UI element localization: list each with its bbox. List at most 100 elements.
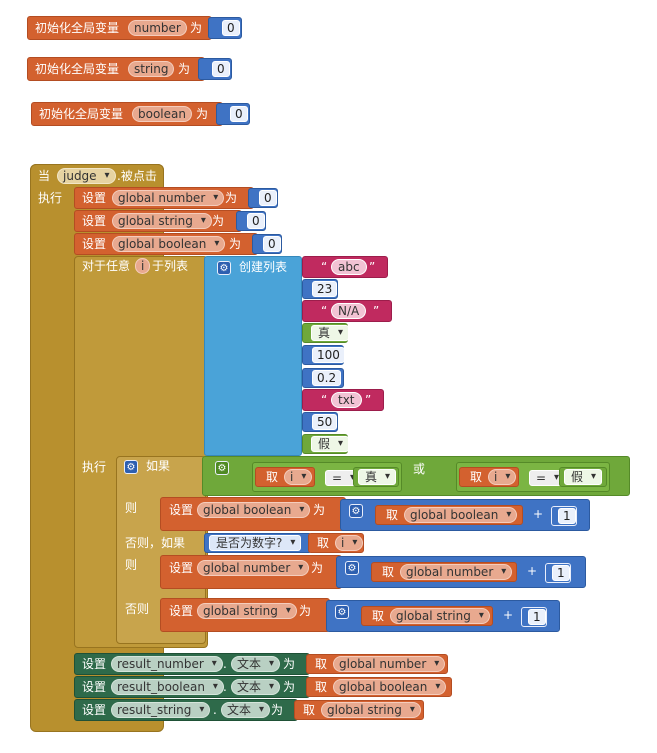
set-global-string-block[interactable]: 设置 global string 为 (160, 598, 330, 632)
set-result-boolean-text-block[interactable]: 设置 result_boolean . 文本 为 (74, 676, 310, 698)
number-block[interactable]: 1 (521, 607, 547, 627)
set-global-boolean-block[interactable]: 设置 global boolean 为 (74, 233, 258, 255)
var-dropdown[interactable]: i (284, 469, 313, 485)
number-block[interactable]: 0 (216, 103, 250, 125)
var-dropdown[interactable]: global string (112, 213, 212, 229)
init-global-number-block[interactable]: 初始化全局变量 number 为 (27, 16, 212, 40)
set-result-number-text-block[interactable]: 设置 result_number . 文本 为 (74, 653, 310, 675)
property-dropdown[interactable]: 文本 (231, 656, 281, 672)
get-var-block[interactable]: 取 global boolean (306, 677, 452, 697)
number-block[interactable]: 100 (302, 345, 345, 365)
text-block-na[interactable]: “ N/A ” (302, 300, 392, 322)
number-block[interactable]: 0 (248, 188, 278, 208)
var-dropdown[interactable]: global number (333, 656, 446, 672)
var-name-number[interactable]: number (128, 20, 187, 36)
gear-icon[interactable]: ⚙ (217, 261, 231, 275)
eq-dropdown[interactable]: = (529, 470, 566, 486)
var-name-boolean[interactable]: boolean (132, 106, 192, 122)
number-block[interactable]: 0 (252, 234, 282, 254)
get-i-block[interactable]: 取 i (308, 533, 364, 553)
get-var-block[interactable]: 取 global string (294, 700, 424, 720)
bool-dropdown[interactable]: 假 (564, 469, 603, 485)
number-value[interactable]: 0 (259, 190, 277, 206)
number-block[interactable]: 0 (236, 211, 266, 231)
set-result-string-text-block[interactable]: 设置 result_string . 文本 为 (74, 699, 298, 721)
bool-dropdown[interactable]: 真 (311, 325, 350, 341)
number-block[interactable]: 23 (302, 279, 338, 299)
var-name-string[interactable]: string (128, 61, 175, 77)
gear-icon[interactable]: ⚙ (345, 561, 359, 575)
gear-icon[interactable]: ⚙ (124, 460, 138, 474)
number-value[interactable]: 23 (312, 281, 338, 297)
math-add-block[interactable]: ⚙ 取 global string + 1 (326, 600, 560, 632)
set-global-number-block[interactable]: 设置 global number 为 (160, 555, 342, 589)
component-dropdown[interactable]: result_string (111, 702, 211, 718)
component-dropdown[interactable]: result_boolean (111, 679, 224, 695)
number-block[interactable]: 1 (545, 563, 571, 583)
text-block-txt[interactable]: “ txt ” (302, 389, 384, 411)
property-dropdown[interactable]: 文本 (221, 702, 271, 718)
var-dropdown[interactable]: global string (390, 608, 490, 624)
number-block[interactable]: 0 (208, 17, 242, 39)
bool-dropdown[interactable]: 假 (311, 436, 350, 452)
number-value[interactable]: 0 (230, 106, 248, 122)
is-number-block[interactable]: 是否为数字? (204, 533, 312, 553)
number-value[interactable]: 0 (212, 61, 230, 77)
text-block-abc[interactable]: “ abc ” (302, 256, 388, 278)
math-add-block[interactable]: ⚙ 取 global boolean + 1 (340, 499, 590, 531)
compare-block-true[interactable]: 取 i = 真 (252, 462, 402, 492)
boolean-block-true[interactable]: 真 (302, 323, 350, 343)
number-block[interactable]: 50 (302, 412, 338, 432)
var-dropdown[interactable]: global string (321, 702, 421, 718)
var-dropdown[interactable]: global number (400, 564, 513, 580)
get-var-block[interactable]: 取 global boolean (375, 505, 523, 525)
set-global-number-block[interactable]: 设置 global number 为 (74, 187, 254, 209)
text-value[interactable]: N/A (331, 303, 367, 319)
set-global-boolean-block[interactable]: 设置 global boolean 为 (160, 497, 346, 531)
compare-block-false[interactable]: 取 i = 假 (456, 462, 610, 492)
var-dropdown[interactable]: global boolean (112, 236, 226, 252)
number-block[interactable]: 1 (551, 506, 577, 526)
number-value[interactable]: 100 (312, 347, 345, 363)
init-global-boolean-block[interactable]: 初始化全局变量 boolean 为 (31, 102, 223, 126)
number-value[interactable]: 1 (558, 508, 576, 524)
var-dropdown[interactable]: global number (197, 560, 310, 576)
var-dropdown[interactable]: global boolean (197, 502, 311, 518)
number-block[interactable]: 0 (198, 58, 232, 80)
number-value[interactable]: 1 (528, 609, 546, 625)
gear-icon[interactable]: ⚙ (335, 605, 349, 619)
math-add-block[interactable]: ⚙ 取 global number + 1 (336, 556, 586, 588)
var-dropdown[interactable]: i (335, 535, 364, 551)
gear-icon[interactable]: ⚙ (349, 504, 363, 518)
var-dropdown[interactable]: i (488, 469, 517, 485)
component-dropdown[interactable]: result_number (111, 656, 223, 672)
number-value[interactable]: 0 (222, 20, 240, 36)
get-i-block[interactable]: 取 i (255, 467, 315, 487)
boolean-block[interactable]: 假 (559, 467, 607, 487)
get-var-block[interactable]: 取 global number (306, 654, 448, 674)
is-number-dropdown[interactable]: 是否为数字? (209, 535, 302, 551)
get-var-block[interactable]: 取 global string (361, 606, 493, 626)
number-value[interactable]: 0 (247, 213, 265, 229)
gear-icon[interactable]: ⚙ (215, 461, 229, 475)
property-dropdown[interactable]: 文本 (231, 679, 281, 695)
eq-dropdown[interactable]: = (325, 470, 362, 486)
text-value[interactable]: txt (331, 392, 362, 408)
var-dropdown[interactable]: global boolean (333, 679, 447, 695)
number-block[interactable]: 0.2 (302, 368, 344, 388)
var-dropdown[interactable]: global string (197, 603, 297, 619)
number-value[interactable]: 0 (263, 236, 281, 252)
var-dropdown[interactable]: global boolean (404, 507, 518, 523)
component-dropdown[interactable]: judge (57, 168, 116, 184)
number-value[interactable]: 50 (312, 414, 338, 430)
make-list-block[interactable]: ⚙ 创建列表 (204, 256, 302, 456)
boolean-block-false[interactable]: 假 (302, 434, 350, 454)
get-i-block[interactable]: 取 i (459, 467, 519, 487)
boolean-block[interactable]: 真 (353, 467, 399, 487)
init-global-string-block[interactable]: 初始化全局变量 string 为 (27, 57, 205, 81)
loop-var-i[interactable]: i (135, 258, 151, 274)
var-dropdown[interactable]: global number (112, 190, 225, 206)
number-value[interactable]: 0.2 (312, 370, 342, 386)
number-value[interactable]: 1 (552, 565, 570, 581)
get-var-block[interactable]: 取 global number (371, 562, 517, 582)
